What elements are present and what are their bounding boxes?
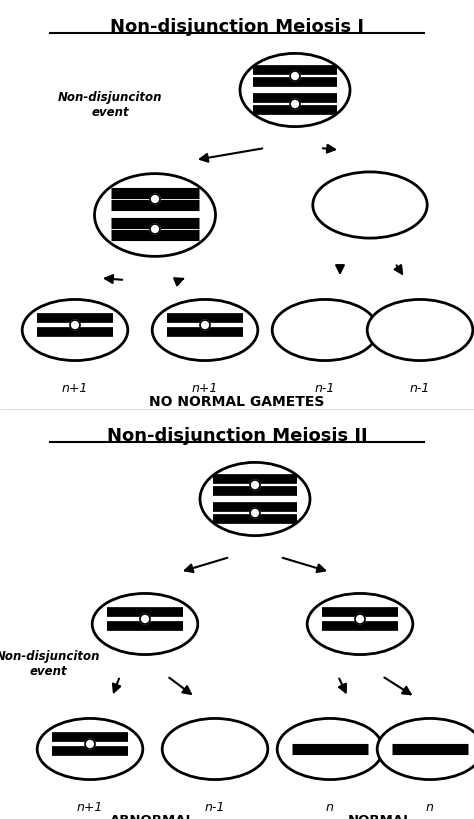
Text: n-1: n-1: [205, 801, 225, 814]
Ellipse shape: [367, 300, 473, 360]
Ellipse shape: [272, 300, 378, 360]
Circle shape: [85, 739, 95, 749]
Circle shape: [250, 508, 260, 518]
Circle shape: [150, 224, 160, 234]
Text: Non-disjunciton
event: Non-disjunciton event: [0, 650, 100, 678]
Text: n-1: n-1: [315, 382, 335, 395]
Ellipse shape: [37, 718, 143, 780]
Ellipse shape: [277, 718, 383, 780]
Ellipse shape: [313, 172, 427, 238]
Circle shape: [150, 194, 160, 204]
Ellipse shape: [307, 594, 413, 654]
Circle shape: [290, 99, 300, 109]
Text: ABNORMAL
GAMETES: ABNORMAL GAMETES: [109, 814, 194, 819]
Ellipse shape: [22, 300, 128, 360]
Circle shape: [290, 71, 300, 81]
Text: n: n: [426, 801, 434, 814]
Text: n-1: n-1: [410, 382, 430, 395]
Circle shape: [70, 320, 80, 330]
Text: n+1: n+1: [62, 382, 88, 395]
Ellipse shape: [94, 174, 216, 256]
Ellipse shape: [152, 300, 258, 360]
Ellipse shape: [200, 463, 310, 536]
Text: Non-disjunciton
event: Non-disjunciton event: [58, 91, 162, 119]
Ellipse shape: [92, 594, 198, 654]
Circle shape: [250, 480, 260, 490]
Text: n+1: n+1: [77, 801, 103, 814]
Text: NO NORMAL GAMETES: NO NORMAL GAMETES: [149, 395, 325, 409]
Text: NORMAL
GAMETES: NORMAL GAMETES: [344, 814, 416, 819]
Text: Non-disjunction Meiosis II: Non-disjunction Meiosis II: [107, 427, 367, 445]
Text: n: n: [326, 801, 334, 814]
Text: Non-disjunction Meiosis I: Non-disjunction Meiosis I: [110, 18, 364, 36]
Circle shape: [200, 320, 210, 330]
Ellipse shape: [377, 718, 474, 780]
Ellipse shape: [240, 53, 350, 127]
Circle shape: [140, 614, 150, 624]
Circle shape: [355, 614, 365, 624]
Ellipse shape: [162, 718, 268, 780]
Text: n+1: n+1: [192, 382, 218, 395]
